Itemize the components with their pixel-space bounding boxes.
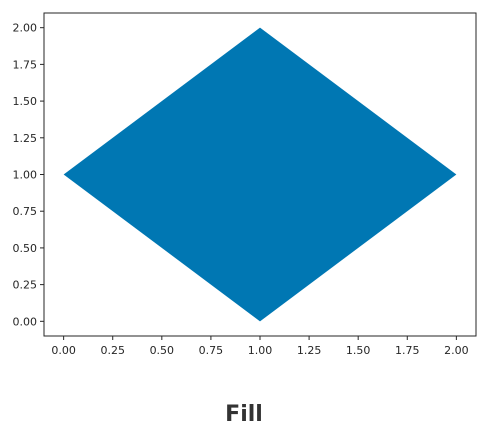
x-tick-label: 1.50 xyxy=(346,344,371,357)
x-tick-label: 0.25 xyxy=(100,344,125,357)
fill-polygon-0 xyxy=(63,27,457,322)
y-tick-label: 0.75 xyxy=(13,205,38,218)
y-tick-label: 1.25 xyxy=(13,132,38,145)
y-tick-label: 0.00 xyxy=(13,315,38,328)
x-tick-label: 1.75 xyxy=(395,344,420,357)
y-tick-label: 2.00 xyxy=(13,22,38,35)
axes-frame xyxy=(43,12,477,337)
y-tick-label: 0.50 xyxy=(13,242,38,255)
x-tick-label: 1.00 xyxy=(248,344,273,357)
x-tick-label: 2.00 xyxy=(444,344,469,357)
x-tick-label: 0.50 xyxy=(150,344,175,357)
x-tick-label: 0.75 xyxy=(199,344,224,357)
x-tick-label: 0.00 xyxy=(51,344,76,357)
y-axis: 0.00 0.25 0.50 0.75 1.00 1.25 1.50 1.75 2.00 xyxy=(13,22,44,328)
y-tick-label: 1.50 xyxy=(13,95,38,108)
plot-area xyxy=(63,27,457,322)
y-tick-label: 1.75 xyxy=(13,58,38,71)
chart: 0.00 0.25 0.50 0.75 1.00 1.25 1.50 1.75 2.00 0.0… xyxy=(13,12,477,357)
chart-caption: Fill xyxy=(225,402,263,427)
y-tick-label: 0.25 xyxy=(13,279,38,292)
x-axis: 0.00 0.25 0.50 0.75 1.00 1.25 1.50 1.75 2.00 xyxy=(51,336,469,357)
y-tick-label: 1.00 xyxy=(13,169,38,182)
x-tick-label: 1.25 xyxy=(297,344,322,357)
